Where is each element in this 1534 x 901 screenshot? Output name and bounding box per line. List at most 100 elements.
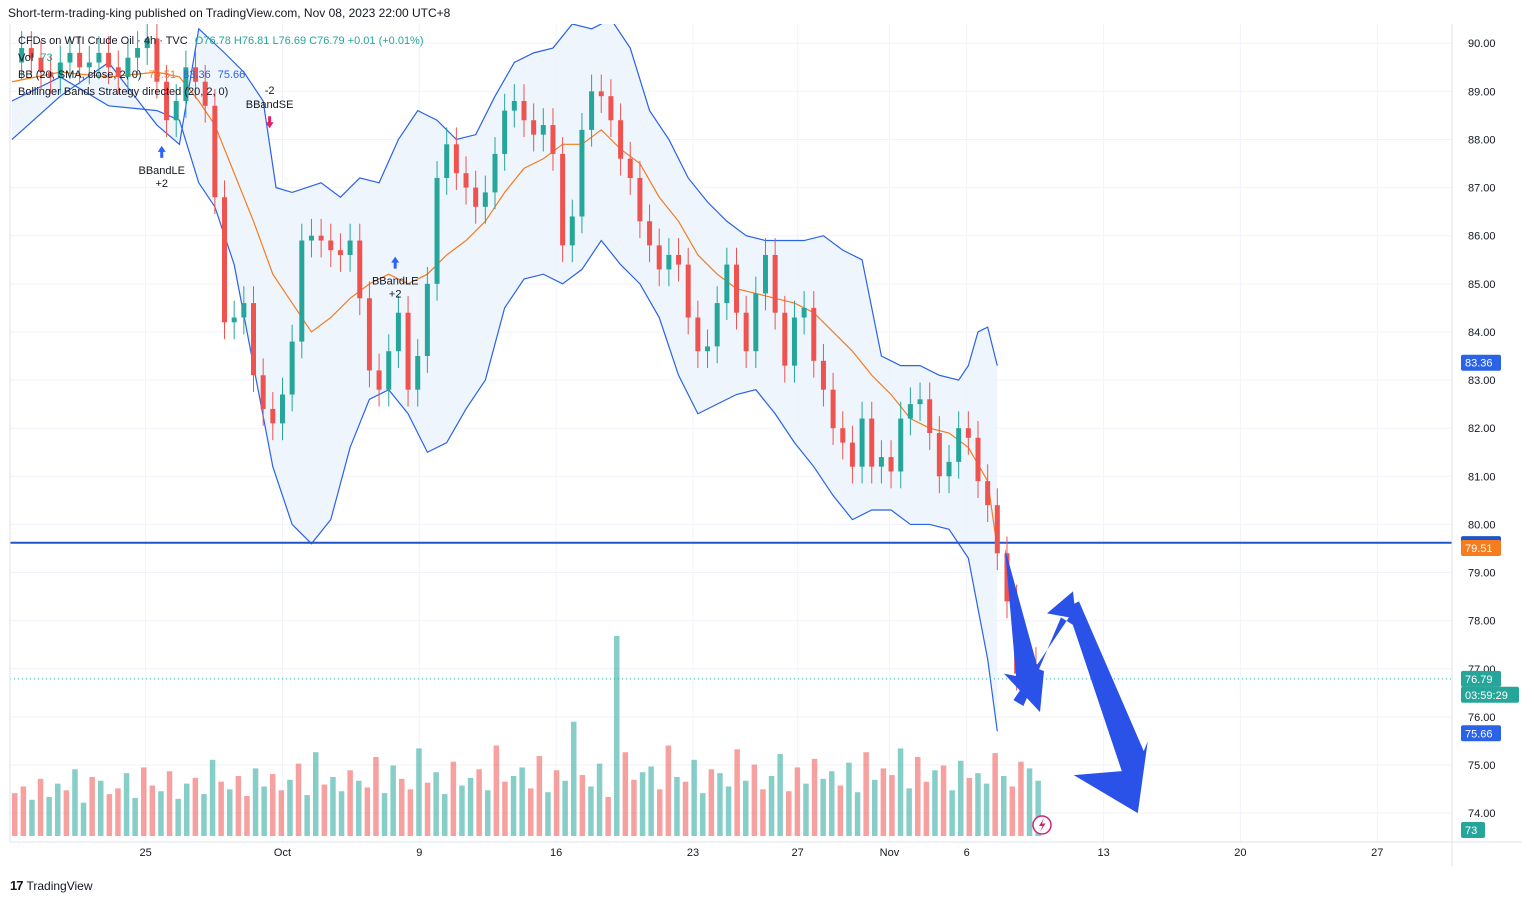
candle-body <box>502 110 508 154</box>
volume-bar <box>983 783 990 836</box>
legend-bb-label[interactable]: BB (20, SMA, close, 2, 0) <box>18 69 142 81</box>
legend-volume-row[interactable]: Vol 73 <box>18 52 57 64</box>
time-tick-label: 27 <box>792 847 804 859</box>
volume-bar <box>166 771 173 836</box>
volume-bar <box>975 773 981 836</box>
volume-bar <box>373 756 379 836</box>
volume-bar <box>786 791 792 836</box>
candle-body <box>762 254 768 294</box>
volume-bar <box>725 786 732 836</box>
time-tick-label: Oct <box>274 847 291 859</box>
volume-bar <box>63 790 70 836</box>
candle-body <box>106 52 112 68</box>
volume-bar <box>889 775 895 836</box>
volume-bar <box>1035 780 1041 836</box>
volume-bar <box>261 786 267 836</box>
volume-bar <box>209 759 216 836</box>
candle-body <box>38 57 44 73</box>
volume-bar <box>321 784 328 836</box>
long-marker-icon <box>391 256 400 269</box>
price-tick-label: 88.00 <box>1468 134 1496 146</box>
candle-body <box>289 341 295 395</box>
volume-bar <box>416 748 422 836</box>
volume-bar <box>751 764 758 836</box>
projection-arrow[interactable] <box>1004 548 1148 814</box>
price-tick-label: 78.00 <box>1468 616 1496 628</box>
candle-body <box>405 312 411 390</box>
volume-bar <box>364 787 371 836</box>
legend-vol-label[interactable]: Vol <box>18 52 34 64</box>
volume-bar <box>450 761 457 836</box>
price-tick-label: 90.00 <box>1468 38 1496 50</box>
legend-symbol-row[interactable]: CFDs on WTI Crude Oil · 4h · TVC O76.78 … <box>18 35 428 47</box>
candle-body <box>19 48 25 63</box>
candle-body <box>878 457 884 467</box>
volume-bar <box>657 789 663 836</box>
price-label-bg <box>1461 670 1501 687</box>
candle-body <box>482 192 488 207</box>
volume-bar <box>123 773 130 836</box>
marker-label: BBandLE <box>372 276 418 288</box>
legend-strategy-row[interactable]: Bollinger Bands Strategy directed (20, 2… <box>18 86 232 98</box>
candle-body <box>328 240 334 251</box>
price-tick-label: 82.00 <box>1468 423 1496 435</box>
price-axis[interactable]: 90.00 89.00 88.00 87.00 86.00 85.00 84.00 83.00… <box>1468 38 1496 820</box>
price-label-bg <box>1461 725 1501 742</box>
volume-bar <box>132 797 138 836</box>
volume-bar <box>149 785 156 836</box>
candle-body <box>86 62 92 68</box>
legend-bb-row[interactable]: BB (20, SMA, close, 2, 0) 79.51 83.36 75… <box>18 69 249 81</box>
publish-header: Short-term-trading-king published on Tra… <box>8 6 451 20</box>
candle-body <box>357 240 363 299</box>
candle-body <box>869 418 875 467</box>
time-tick-label: 27 <box>1371 847 1383 859</box>
time-tick-label: Nov <box>880 847 900 859</box>
candle-body <box>241 303 247 318</box>
volume-bar <box>115 788 121 836</box>
price-tick-label: 85.00 <box>1468 279 1496 291</box>
volume-bar <box>270 774 276 836</box>
candle-body <box>705 346 711 352</box>
candle-body <box>453 144 459 174</box>
candle-body <box>830 389 836 429</box>
price-tick-label: 89.00 <box>1468 86 1496 98</box>
volume-bar <box>485 790 491 836</box>
candle-body <box>656 245 662 270</box>
volume-bar <box>459 785 465 836</box>
volume-bar <box>596 763 603 836</box>
volume-bar <box>424 782 431 836</box>
candle-body <box>695 317 701 352</box>
volume-bar <box>476 769 482 836</box>
candle-body <box>424 283 430 357</box>
price-label-text: 79.51 <box>1465 543 1493 555</box>
volume-bar <box>863 752 869 836</box>
volume-bar <box>55 783 61 836</box>
candle-body <box>299 240 305 342</box>
candle-body <box>511 100 517 111</box>
tradingview-footer[interactable]: 17 TradingView <box>10 878 93 893</box>
candle-body <box>772 254 778 313</box>
legend-strategy[interactable]: Bollinger Bands Strategy directed (20, 2… <box>18 86 229 98</box>
horizontal-line[interactable] <box>10 541 1452 680</box>
bb-upper-line <box>11 24 998 381</box>
volume-bar <box>330 776 336 836</box>
price-tick-label: 83.00 <box>1468 375 1496 387</box>
alert-icon[interactable] <box>1032 815 1052 835</box>
volume-bar <box>682 781 689 836</box>
time-axis[interactable]: 25 Oct 9 16 23 27 Nov 6 13 20 27 <box>140 847 1384 859</box>
volume-bar <box>158 791 164 836</box>
volume-bar <box>932 770 938 836</box>
candle-body <box>154 38 160 82</box>
volume-bar <box>794 767 801 836</box>
candle-body <box>540 125 546 135</box>
volume-bar <box>700 793 706 836</box>
volume-bar <box>227 789 233 836</box>
legend-symbol[interactable]: CFDs on WTI Crude Oil · 4h · TVC <box>18 35 188 47</box>
marker-label: BBandLE <box>138 165 184 177</box>
candle-body <box>1004 553 1010 602</box>
volume-bar <box>923 781 930 836</box>
price-label-bg <box>1461 540 1501 557</box>
price-label-text: 03:59:29 <box>1465 690 1508 702</box>
candles <box>19 24 1039 696</box>
